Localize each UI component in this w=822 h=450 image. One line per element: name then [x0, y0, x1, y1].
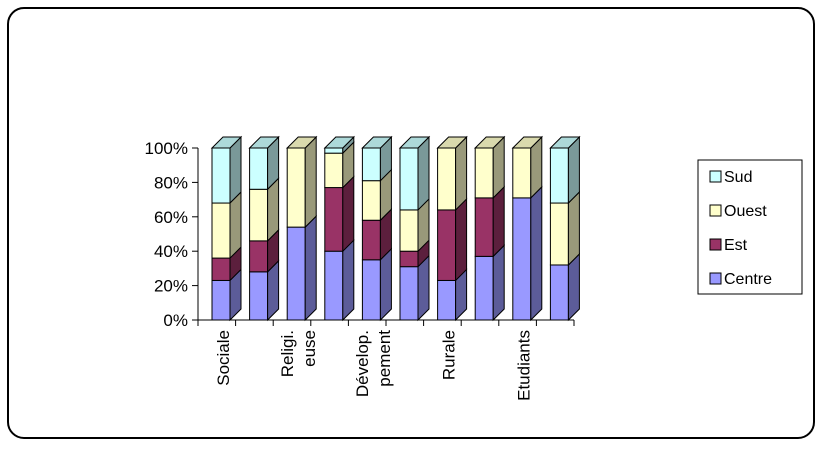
bar-segment-centre-side [304, 214, 317, 322]
bar-segment-centre [324, 250, 344, 321]
x-category-label: Rurale [439, 330, 458, 380]
x-tick-label: Sociale [214, 330, 233, 386]
bar-segment-ouest [399, 209, 419, 252]
y-tick-label: 60% [154, 208, 188, 227]
bar-segment-sud-top [248, 136, 280, 149]
bar-segment-sud [361, 147, 381, 182]
bar-segment-est-side [455, 197, 468, 282]
bar-segment-centre [512, 197, 532, 321]
bar-segment-sud-top [549, 136, 581, 149]
bar-segment-ouest-side [455, 135, 468, 212]
bar-segment-ouest [361, 180, 381, 221]
bar-segment-est [437, 209, 457, 281]
y-tick-label: 80% [154, 173, 188, 192]
bar-segment-ouest-side [567, 190, 580, 267]
bar-segment-ouest-top [285, 136, 318, 149]
bar-segment-centre [249, 271, 269, 321]
x-tick-label: euse [300, 330, 319, 367]
legend-label-est: Est [724, 237, 748, 254]
bar-segment-centre-side [492, 244, 505, 322]
x-tick-label: Etudiants [515, 330, 534, 401]
bar-segment-est [211, 257, 231, 281]
bar-segment-centre [474, 255, 494, 321]
bar-segment-ouest [549, 202, 569, 266]
bar-segment-est-side [492, 185, 505, 258]
bar-segment-ouest-side [304, 135, 317, 229]
bar-segment-ouest [324, 152, 344, 189]
bar-segment-ouest [437, 147, 457, 211]
legend-swatch-ouest [709, 204, 722, 217]
bar-segment-centre [437, 279, 457, 321]
bar-segment-ouest [286, 147, 306, 228]
bar-segment-ouest [211, 202, 231, 259]
bar-segment-sud-top [323, 136, 356, 149]
x-category-label: Etudiants [515, 330, 534, 401]
bar-segment-centre-side [379, 247, 392, 322]
bar-segment-ouest [512, 147, 532, 199]
legend-label-sud: Sud [724, 169, 752, 186]
bar-segment-est [361, 219, 381, 261]
bar-segment-centre-side [342, 238, 355, 322]
bar-segment-sud [549, 147, 569, 204]
y-tick-label: 20% [154, 277, 188, 296]
bar-segment-centre [549, 264, 569, 321]
x-category-label: Sociale [214, 330, 233, 386]
bar-segment-ouest [474, 147, 494, 199]
legend-label-centre: Centre [724, 271, 772, 288]
bar-segment-est [324, 187, 344, 252]
bar-segment-sud-side [417, 135, 430, 212]
bar-segment-centre-side [530, 185, 543, 322]
bar-segment-est [249, 240, 269, 273]
bar-segment-centre [286, 226, 306, 321]
bar-segment-est [399, 250, 419, 268]
bar-segment-sud-top [210, 136, 243, 149]
legend-swatch-est [709, 238, 722, 251]
x-category-label: Religi. euse [278, 330, 319, 377]
bar-segment-ouest-top [473, 136, 506, 149]
bar-segment-sud [211, 147, 231, 204]
bar-segment-ouest-top [436, 136, 468, 149]
bar-segment-sud [249, 147, 269, 190]
bar-segment-ouest-top [511, 136, 544, 149]
x-tick-label: Religi. [278, 330, 297, 377]
bar-segment-sud-top [361, 136, 393, 149]
x-tick-label: pement [375, 330, 394, 387]
bar-segment-centre [211, 279, 231, 321]
bar-segment-est [474, 197, 494, 257]
bar-segment-centre [361, 259, 381, 321]
bar-segment-est-side [342, 175, 355, 253]
bar-segment-sud [399, 147, 419, 211]
legend-label-ouest: Ouest [724, 203, 767, 220]
legend-swatch-sud [709, 170, 722, 183]
bar-segment-ouest [249, 188, 269, 242]
y-tick-label: 40% [154, 242, 188, 261]
bar-segment-sud [324, 147, 344, 154]
legend-swatch-centre [709, 272, 722, 285]
x-tick-label: Dévelop. [353, 330, 372, 397]
x-category-label: Dévelop. pement [353, 330, 394, 397]
bar-segment-sud-top [398, 136, 431, 149]
y-tick-label: 100% [145, 139, 188, 158]
bar-segment-centre [399, 266, 419, 321]
x-tick-label: Rurale [439, 330, 458, 380]
y-tick-label: 0% [163, 311, 188, 330]
